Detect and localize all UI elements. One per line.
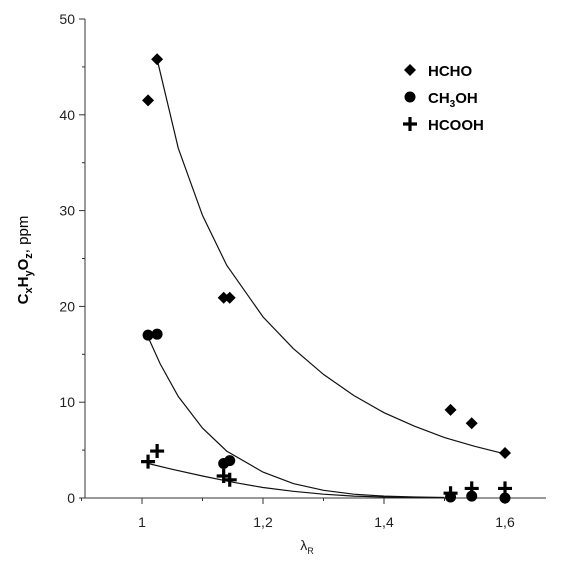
hcho-point [151,53,164,66]
hcooh-point [498,481,512,496]
ch3oh-point [466,490,478,502]
legend: HCHO CH3OH HCOOH [403,63,484,134]
hcooh-fit-curve [147,462,445,499]
legend-ch3oh-label-part: OH [455,90,478,107]
legend-ch3oh-marker [404,91,416,103]
y-tick-label: 10 [59,394,75,410]
ch3oh-point [151,328,163,340]
hcho-fit-curve [156,59,506,455]
y-axis-label-part: x [23,286,35,293]
hcho-point [444,403,457,416]
x-tick-label: 1 [138,514,146,530]
legend-hcooh-label: HCOOH [428,117,484,134]
legend-ch3oh-label-part: 3 [450,99,456,110]
x-axis-label-main: λ [300,537,307,553]
y-axis-label-part: H [15,277,32,288]
legend-hcho-marker [404,64,416,76]
hcho-point [217,291,230,304]
hcho-point [142,94,155,107]
legend-hcooh-label-part: HCOOH [428,117,484,134]
hcooh-point [141,454,156,469]
ch3oh-point [499,492,511,504]
axis-labels: λR CxHyOz, ppm [15,216,314,556]
hcooh-point [443,486,458,501]
x-tick-label: 1,2 [253,514,273,530]
y-axis-label-part: , ppm [15,216,32,254]
x-axis-label-sub: R [307,546,314,556]
hcho-point [499,446,511,459]
ch3oh-point [224,455,236,467]
hcooh-point [464,481,479,496]
y-tick-label: 30 [59,203,75,219]
y-axis-label-part: O [15,258,32,270]
y-axis-label: CxHyOz, ppm [15,216,35,305]
fit-curves [147,59,506,499]
hcooh-point [222,472,237,487]
y-axis-label-part: z [23,253,35,259]
ch3oh-fit-curve [147,336,445,499]
hcho-point [223,291,236,304]
y-axis-label-part: y [23,270,35,277]
x-tick-label: 1,4 [374,514,394,530]
legend-ch3oh-label-part: CH [428,90,450,107]
y-axis-label-part: C [15,293,32,304]
axes: 0 10 20 30 40 50 1 1,2 1,4 1,6 [59,11,546,530]
x-tick-label: 1,6 [495,514,515,530]
y-tick-label: 0 [67,490,75,506]
x-axis-label: λR [300,537,314,556]
y-tick-label: 40 [59,107,75,123]
hcooh-point [150,444,165,459]
y-tick-label: 50 [59,11,75,27]
legend-hcho-label: HCHO [428,63,472,80]
legend-ch3oh-label: CH3OH [428,90,478,110]
data-points [141,53,512,504]
ch3oh-point [142,329,154,341]
legend-hcho-label-part: HCHO [428,63,472,80]
legend-hcooh-marker [403,117,417,131]
hcho-point [465,417,478,430]
y-tick-label: 20 [59,298,75,314]
